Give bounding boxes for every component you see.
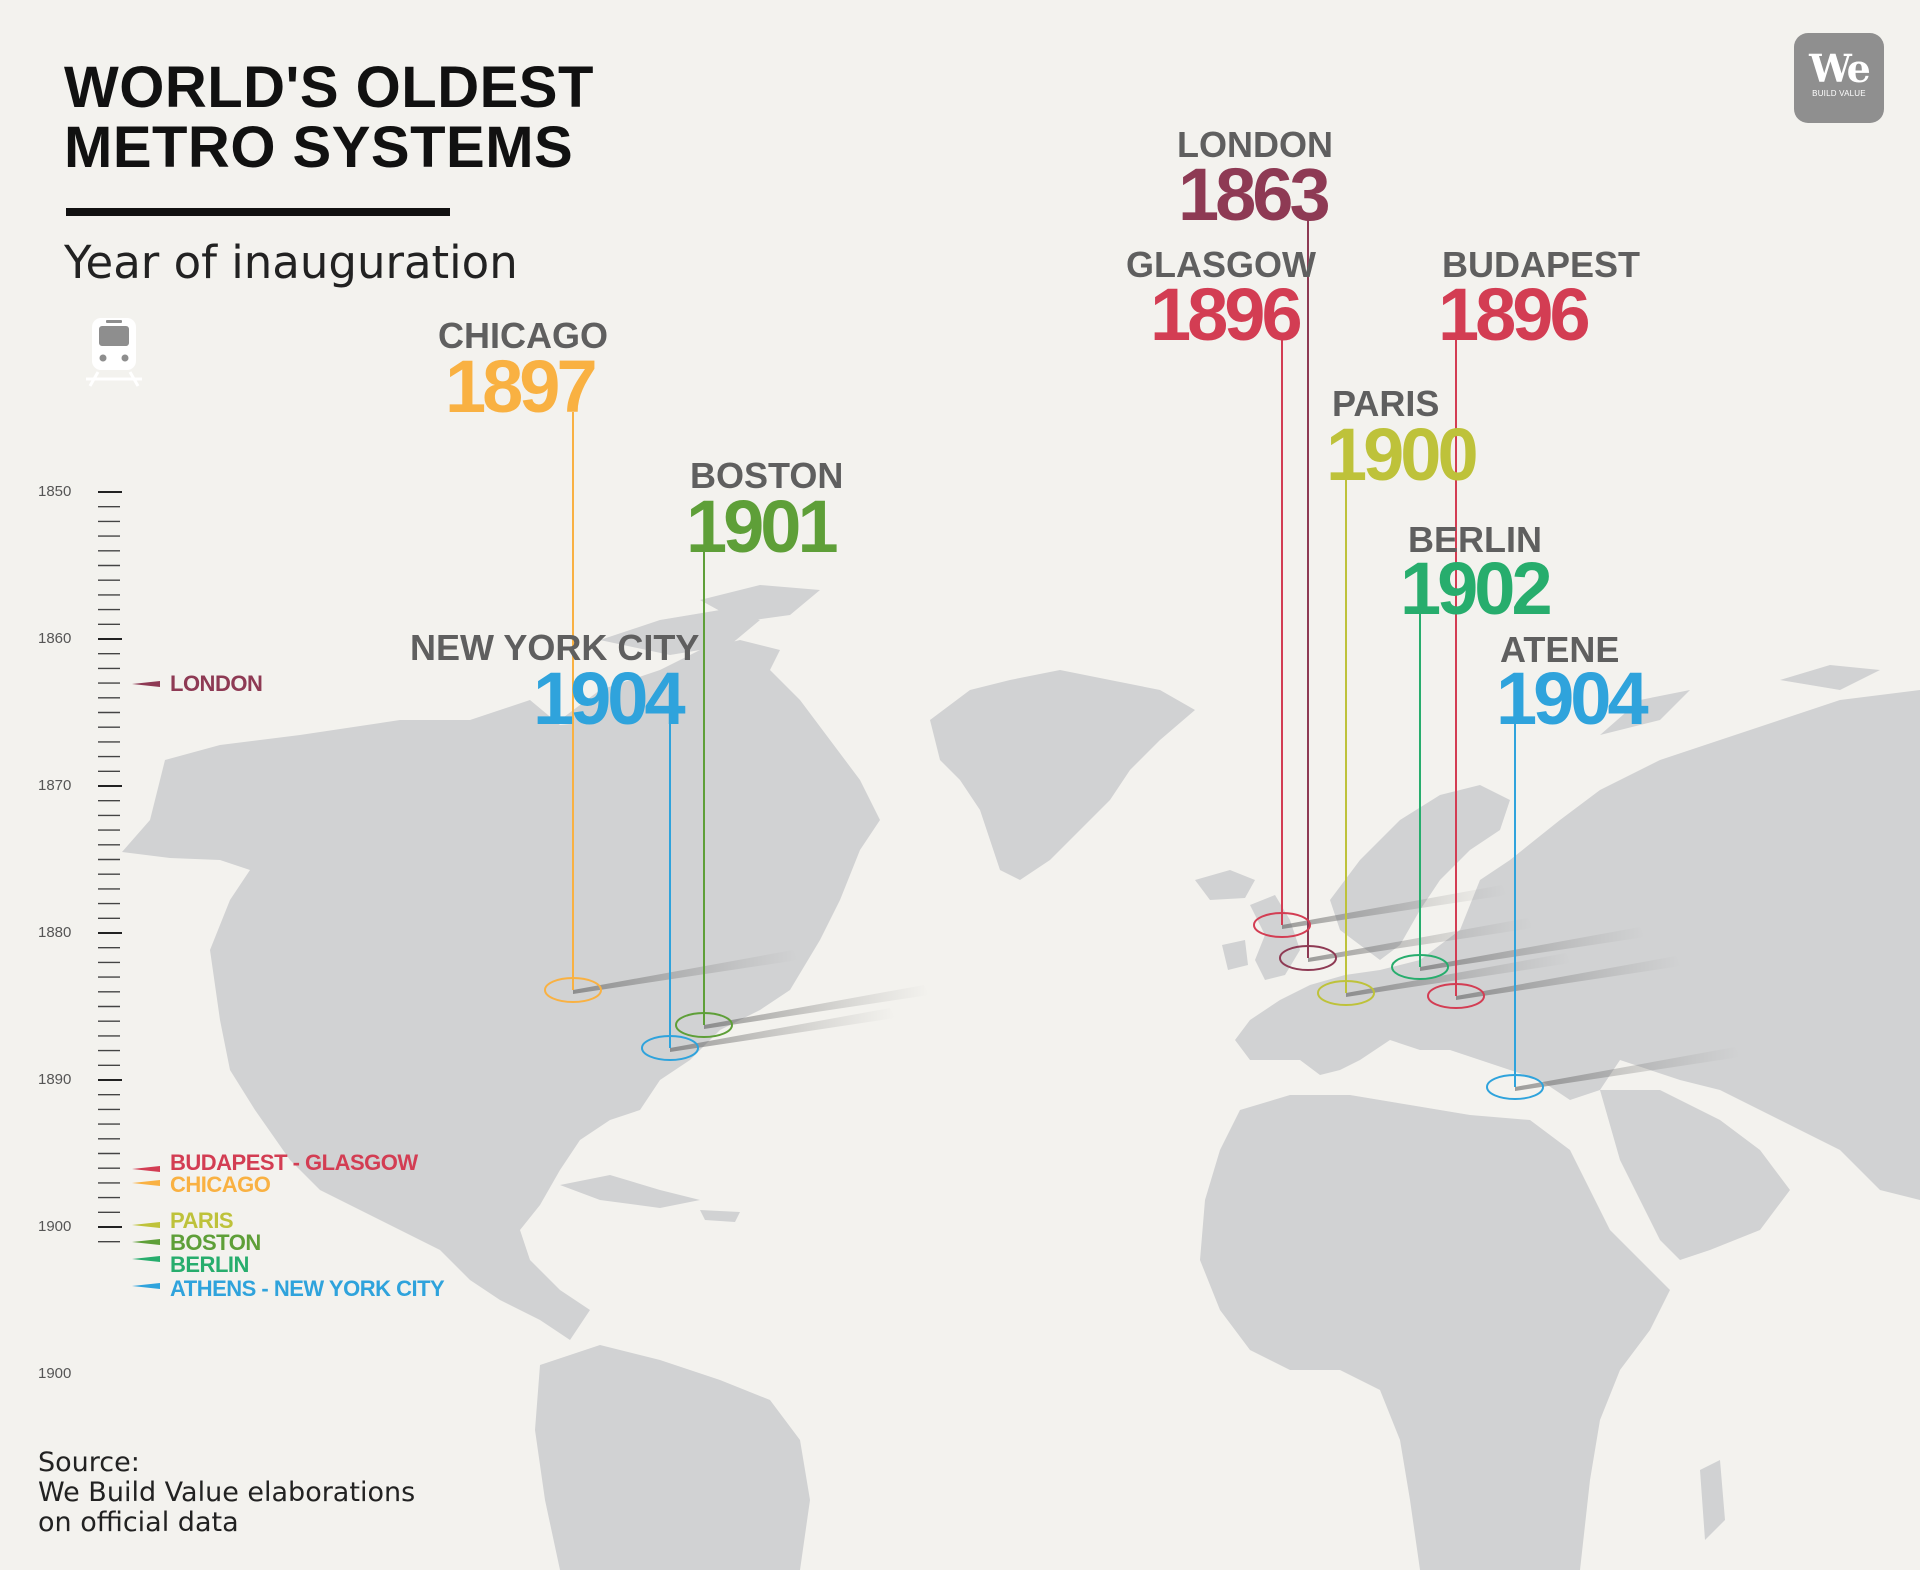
iceland-landmass: [1195, 870, 1255, 900]
africa-landmass: [1200, 1095, 1670, 1570]
caribbean-islands: [560, 1175, 740, 1222]
page-title: WORLD'S OLDEST METRO SYSTEMS: [64, 58, 594, 178]
city-pins: [544, 218, 1544, 1100]
timeline-marker-4: [132, 1239, 160, 1245]
landmasses: [122, 585, 1920, 1570]
timeline-marker-3: [132, 1222, 160, 1228]
timeline-axis: [98, 491, 160, 1289]
legend-boston: BOSTON: [170, 1230, 261, 1255]
tick-label-1880: 1880: [38, 924, 72, 941]
pin-ring-glasgow: [1253, 912, 1311, 938]
source-line-2: We Build Value elaborations: [38, 1477, 416, 1508]
city-year-london: 1863: [1178, 153, 1331, 236]
pin-ring-new-york-city: [641, 1035, 699, 1061]
timeline-marker-1: [132, 1166, 160, 1172]
legend-berlin: BERLIN: [170, 1252, 249, 1277]
city-year-atene: 1904: [1496, 657, 1649, 740]
city-year-glasgow: 1896: [1150, 273, 1303, 356]
logo-we: We: [1809, 46, 1871, 91]
city-year-boston: 1901: [686, 485, 839, 568]
subtitle: Year of inauguration: [64, 236, 518, 289]
pin-ring-london: [1279, 945, 1337, 971]
tick-label-1870: 1870: [38, 777, 72, 794]
title-line-1: WORLD'S OLDEST: [64, 55, 594, 120]
city-name-new-york-city: NEW YORK CITY: [410, 627, 700, 668]
city-name-berlin: BERLIN: [1408, 519, 1542, 560]
pin-shadow-glasgow: [1282, 885, 1507, 929]
city-name-budapest: BUDAPEST: [1442, 244, 1641, 285]
tick-label-1850: 1850: [38, 483, 72, 500]
pin-shadow-budapest: [1456, 956, 1681, 1000]
city-year-berlin: 1902: [1400, 547, 1553, 630]
legend-athens-new-york-city: ATHENS - NEW YORK CITY: [170, 1276, 445, 1301]
pin-ring-atene: [1486, 1074, 1544, 1100]
timeline-marker-5: [132, 1256, 160, 1262]
timeline-marker-6: [132, 1283, 160, 1289]
source-note: Source: We Build Value elaborations on o…: [38, 1448, 415, 1538]
timeline-marker-0: [132, 681, 160, 687]
pin-shadow-berlin: [1420, 927, 1645, 971]
city-name-chicago: CHICAGO: [438, 315, 608, 356]
logo-build-value: BUILD VALUE: [1812, 89, 1866, 98]
tick-label-1900-bottom: 1900: [38, 1365, 72, 1382]
title-line-2: METRO SYSTEMS: [64, 115, 574, 180]
train-icon: [86, 318, 142, 387]
timeline-marker-2: [132, 1180, 160, 1186]
russian-arctic-islands: [1600, 665, 1880, 735]
arabian-peninsula: [1600, 1090, 1790, 1260]
city-year-chicago: 1897: [445, 345, 598, 428]
pin-shadow-new-york-city: [670, 1008, 895, 1052]
pin-ring-budapest: [1427, 983, 1485, 1009]
pin-shadow-boston: [704, 985, 929, 1029]
source-line-3: on official data: [38, 1507, 239, 1538]
pin-ring-berlin: [1391, 954, 1449, 980]
legend-budapest-glasgow: BUDAPEST - GLASGOW: [170, 1150, 418, 1175]
legend-paris: PARIS: [170, 1208, 234, 1233]
arctic-islands: [560, 585, 820, 730]
tick-label-1860: 1860: [38, 630, 72, 647]
pin-ring-chicago: [544, 977, 602, 1003]
greenland-landmass: [930, 670, 1195, 880]
city-name-paris: PARIS: [1332, 383, 1440, 424]
source-line-1: Source:: [38, 1447, 140, 1478]
city-name-london: LONDON: [1177, 124, 1333, 165]
pin-shadow-atene: [1515, 1047, 1740, 1091]
pin-ring-paris: [1317, 980, 1375, 1006]
city-year-new-york-city: 1904: [533, 657, 686, 740]
legend-london: LONDON: [170, 671, 263, 696]
city-year-budapest: 1896: [1438, 273, 1591, 356]
south-america-landmass: [535, 1345, 810, 1570]
tick-label-1900: 1900: [38, 1218, 72, 1235]
city-name-boston: BOSTON: [690, 455, 844, 496]
we-build-value-logo: We BUILD VALUE: [1794, 33, 1884, 123]
north-america-landmass: [122, 660, 880, 1340]
train-badge: [66, 304, 162, 400]
madagascar: [1700, 1460, 1725, 1540]
city-name-glasgow: GLASGOW: [1126, 244, 1316, 285]
city-year-paris: 1900: [1326, 413, 1479, 496]
tick-label-1890: 1890: [38, 1071, 72, 1088]
legend-chicago: CHICAGO: [170, 1172, 271, 1197]
pin-shadow-chicago: [573, 950, 798, 994]
pin-ring-boston: [675, 1012, 733, 1038]
title-divider: [66, 208, 450, 216]
city-name-atene: ATENE: [1500, 629, 1620, 670]
